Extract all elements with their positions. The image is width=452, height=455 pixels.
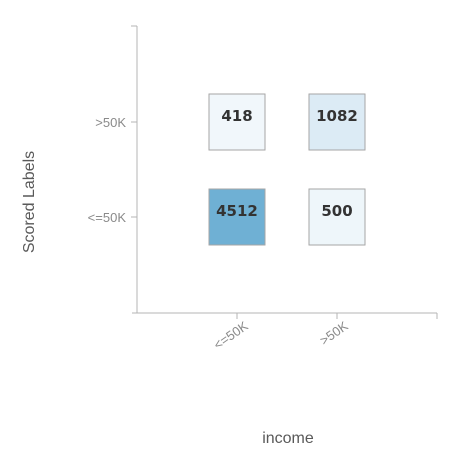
cell-value-label: 500: [321, 202, 352, 220]
heatmap-cells: 418 1082 4512 500: [208, 93, 366, 246]
axes: [131, 25, 438, 319]
y-axis-title: Scored Labels: [21, 151, 38, 253]
x-axis-title: income: [262, 430, 314, 447]
heatmap-cell: [308, 93, 366, 151]
y-ticks: <=50K >50K: [88, 115, 137, 225]
heatmap-cell: [308, 188, 366, 246]
x-tick-label: >50K: [317, 318, 351, 348]
cell-value-label: 418: [221, 107, 252, 125]
heatmap-cell: [208, 93, 266, 151]
cell-value-label: 4512: [216, 202, 258, 220]
heatmap-cell: [208, 188, 266, 246]
y-tick-label: <=50K: [88, 210, 127, 225]
x-ticks: <=50K >50K: [211, 313, 351, 352]
y-tick-label: >50K: [95, 115, 126, 130]
x-tick-label: <=50K: [211, 318, 251, 352]
cell-value-label: 1082: [316, 107, 358, 125]
